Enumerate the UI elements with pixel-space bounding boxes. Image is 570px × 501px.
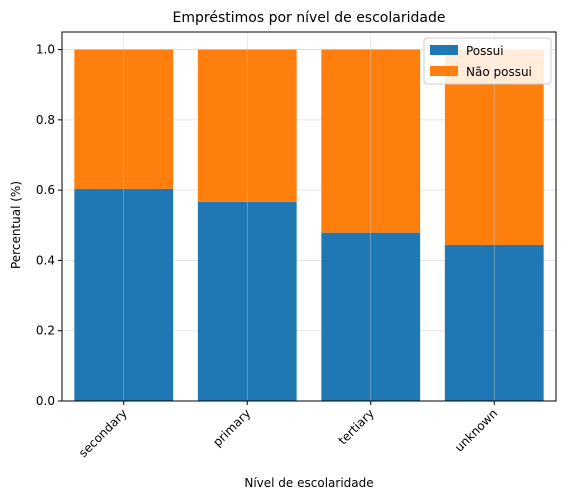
- x-axis-label: Nível de escolaridade: [244, 476, 373, 490]
- x-tick-label: unknown: [452, 406, 500, 454]
- legend-swatch: [430, 66, 458, 76]
- y-axis-label: Percentual (%): [9, 181, 23, 269]
- x-axis-ticks: secondary primary tertiary unknown: [76, 401, 500, 460]
- legend-label: Possui: [466, 44, 504, 58]
- legend-label: Não possui: [466, 65, 532, 79]
- x-tick-label: tertiary: [336, 406, 377, 447]
- bars: [74, 49, 544, 401]
- y-tick-label: 0.8: [36, 113, 55, 127]
- chart-title: Empréstimos por nível de escolaridade: [173, 10, 446, 26]
- vertical-grid-lines: [123, 32, 495, 401]
- legend: Possui Não possui: [423, 37, 552, 85]
- y-tick-label: 1.0: [36, 43, 55, 57]
- x-tick-label: secondary: [76, 406, 130, 460]
- legend-swatch: [430, 45, 458, 55]
- y-axis-ticks: 0.0 0.2 0.4 0.6 0.8 1.0: [36, 43, 62, 408]
- plot-frame: [61, 31, 557, 402]
- y-tick-label: 0.2: [36, 324, 55, 338]
- y-tick-label: 0.0: [36, 394, 55, 408]
- y-tick-label: 0.4: [36, 253, 55, 267]
- y-tick-label: 0.6: [36, 183, 55, 197]
- x-tick-label: primary: [210, 406, 253, 449]
- plot-area: 0.0 0.2 0.4 0.6 0.8 1.0 secondary primary terti…: [36, 31, 557, 460]
